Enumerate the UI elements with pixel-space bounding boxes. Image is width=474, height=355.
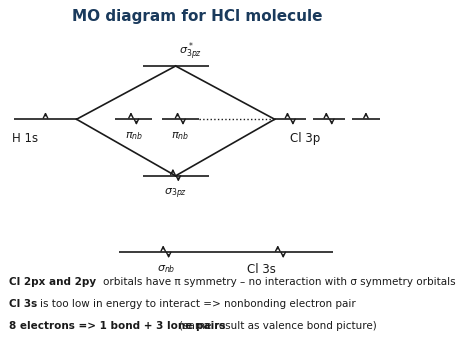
Text: Cl 3s: Cl 3s (247, 263, 276, 276)
Text: 8 electrons => 1 bond + 3 lone pairs: 8 electrons => 1 bond + 3 lone pairs (9, 321, 225, 331)
Text: orbitals have π symmetry – no interaction with σ symmetry orbitals: orbitals have π symmetry – no interactio… (103, 277, 456, 287)
Text: $\pi_{nb}$: $\pi_{nb}$ (125, 130, 143, 142)
Text: $\sigma_{3pz}$: $\sigma_{3pz}$ (164, 186, 187, 201)
Text: (same result as valence bond picture): (same result as valence bond picture) (180, 321, 377, 331)
Text: MO diagram for HCl molecule: MO diagram for HCl molecule (72, 9, 322, 23)
Text: Cl 2px and 2py: Cl 2px and 2py (9, 277, 96, 287)
Text: H 1s: H 1s (12, 132, 38, 145)
Text: $\sigma_{nb}$: $\sigma_{nb}$ (156, 263, 175, 275)
Text: $\pi_{nb}$: $\pi_{nb}$ (171, 130, 190, 142)
Text: Cl 3s: Cl 3s (9, 299, 37, 309)
Text: Cl 3p: Cl 3p (290, 132, 320, 145)
Text: $\sigma^*_{3pz}$: $\sigma^*_{3pz}$ (180, 40, 203, 63)
Text: is too low in energy to interact => nonbonding electron pair: is too low in energy to interact => nonb… (40, 299, 356, 309)
